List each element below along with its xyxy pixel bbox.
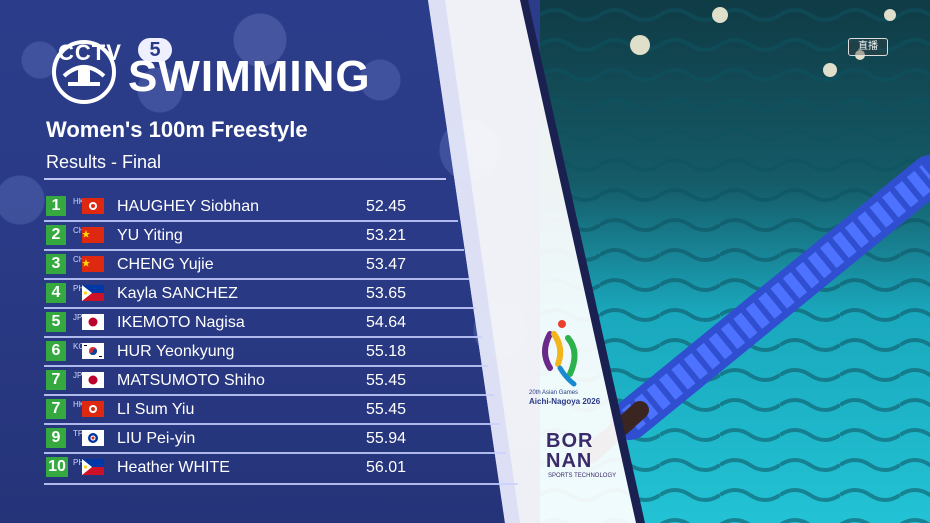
noc-code: PHI: [73, 284, 87, 293]
kor-flag-icon: [82, 343, 104, 359]
result-time: 55.94: [366, 430, 407, 447]
row-divider: [44, 336, 482, 338]
result-time: 53.21: [366, 227, 407, 244]
tpe-flag-icon: [82, 430, 104, 446]
row-divider: [44, 423, 500, 425]
result-time: 54.64: [366, 314, 407, 331]
row-divider: [44, 365, 488, 367]
hkg-flag-icon: [82, 198, 104, 214]
rank-badge: 2: [46, 225, 66, 245]
rank-badge: 7: [46, 370, 66, 390]
chn-flag-icon: [82, 256, 104, 272]
games-caption-line1: 20th Asian Games: [529, 390, 579, 396]
row-divider: [44, 452, 506, 454]
result-row: 7 HKG LI Sum Yiu 55.45: [44, 397, 500, 425]
sponsor-logo-line1: BOR: [546, 430, 594, 452]
result-time: 55.18: [366, 343, 407, 360]
noc-code: HKG: [73, 197, 91, 206]
rank-badge: 1: [46, 196, 66, 216]
noc-code: JPN: [73, 371, 89, 380]
row-divider: [44, 249, 464, 251]
result-time: 53.65: [366, 285, 407, 302]
rank-badge: 4: [46, 283, 66, 303]
event-title: Women's 100m Freestyle: [46, 117, 308, 142]
rank-badge: 9: [46, 428, 66, 448]
row-divider: [44, 220, 458, 222]
result-time: 52.45: [366, 198, 407, 215]
athlete-name: Heather WHITE: [117, 459, 230, 476]
result-time: 55.45: [366, 401, 407, 418]
result-time: 55.45: [366, 372, 407, 389]
row-divider: [44, 307, 476, 309]
sponsor-logo-line2: NAN: [546, 450, 593, 472]
athlete-name: LI Sum Yiu: [117, 401, 195, 418]
rank-badge: 3: [46, 254, 66, 274]
channel-number: 5: [138, 38, 172, 62]
title-divider: [44, 178, 446, 180]
result-row: 4 PHI Kayla SANCHEZ 53.65: [44, 281, 476, 309]
event-category: SWIMMING: [128, 52, 371, 101]
athlete-name: MATSUMOTO Shiho: [117, 372, 265, 389]
result-row: 9 TPE LIU Pei-yin 55.94: [44, 426, 506, 454]
result-row: 5 JPN IKEMOTO Nagisa 54.64: [44, 310, 482, 338]
athlete-name: YU Yiting: [117, 227, 183, 244]
athlete-name: HUR Yeonkyung: [117, 343, 235, 360]
result-row: 3 CHN CHENG Yujie 53.47: [44, 252, 470, 280]
rank-badge: 6: [46, 341, 66, 361]
result-time: 53.47: [366, 256, 407, 273]
rank-badge: 7: [46, 399, 66, 419]
athlete-name: Kayla SANCHEZ: [117, 285, 238, 302]
noc-code: CHN: [73, 226, 91, 235]
noc-code: HKG: [73, 400, 91, 409]
games-caption-line2: Aichi-Nagoya 2026: [529, 397, 601, 406]
results-bottom-divider: [44, 483, 518, 485]
event-subtitle: Results - Final: [46, 152, 162, 172]
noc-code: CHN: [73, 255, 91, 264]
channel-name: CCTV: [58, 40, 122, 65]
rank-badge: 5: [46, 312, 66, 332]
result-row: 10 PHI Heather WHITE 56.01: [44, 455, 518, 483]
rank-badge: 10: [46, 457, 68, 477]
result-row: 1 HKG HAUGHEY Siobhan 52.45: [44, 194, 458, 222]
sponsor-tagline: SPORTS TECHNOLOGY: [548, 473, 617, 479]
result-row: 6 KOR HUR Yeonkyung 55.18: [44, 339, 488, 367]
asian-games-logo-icon: [542, 320, 578, 387]
noc-code: KOR: [73, 342, 91, 351]
light-reflections: [630, 7, 896, 77]
athlete-name: LIU Pei-yin: [117, 430, 196, 447]
athlete-name: IKEMOTO Nagisa: [117, 314, 245, 331]
athlete-name: CHENG Yujie: [117, 256, 214, 273]
row-divider: [44, 278, 470, 280]
phi-flag-icon: [82, 459, 104, 475]
cctv-logo-icon: [52, 40, 116, 104]
athlete-name: HAUGHEY Siobhan: [117, 198, 259, 215]
jpn-flag-icon: [82, 314, 104, 330]
noc-code: PHI: [73, 458, 87, 467]
live-badge: 直播: [848, 38, 888, 56]
jpn-flag-icon: [82, 372, 104, 388]
phi-flag-icon: [82, 285, 104, 301]
row-divider: [44, 394, 494, 396]
result-row: 7 JPN MATSUMOTO Shiho 55.45: [44, 368, 494, 396]
noc-code: TPE: [73, 429, 89, 438]
chn-flag-icon: [82, 227, 104, 243]
result-time: 56.01: [366, 459, 407, 476]
hkg-flag-icon: [82, 401, 104, 417]
noc-code: JPN: [73, 313, 89, 322]
result-row: 2 CHN YU Yiting 53.21: [44, 223, 464, 251]
